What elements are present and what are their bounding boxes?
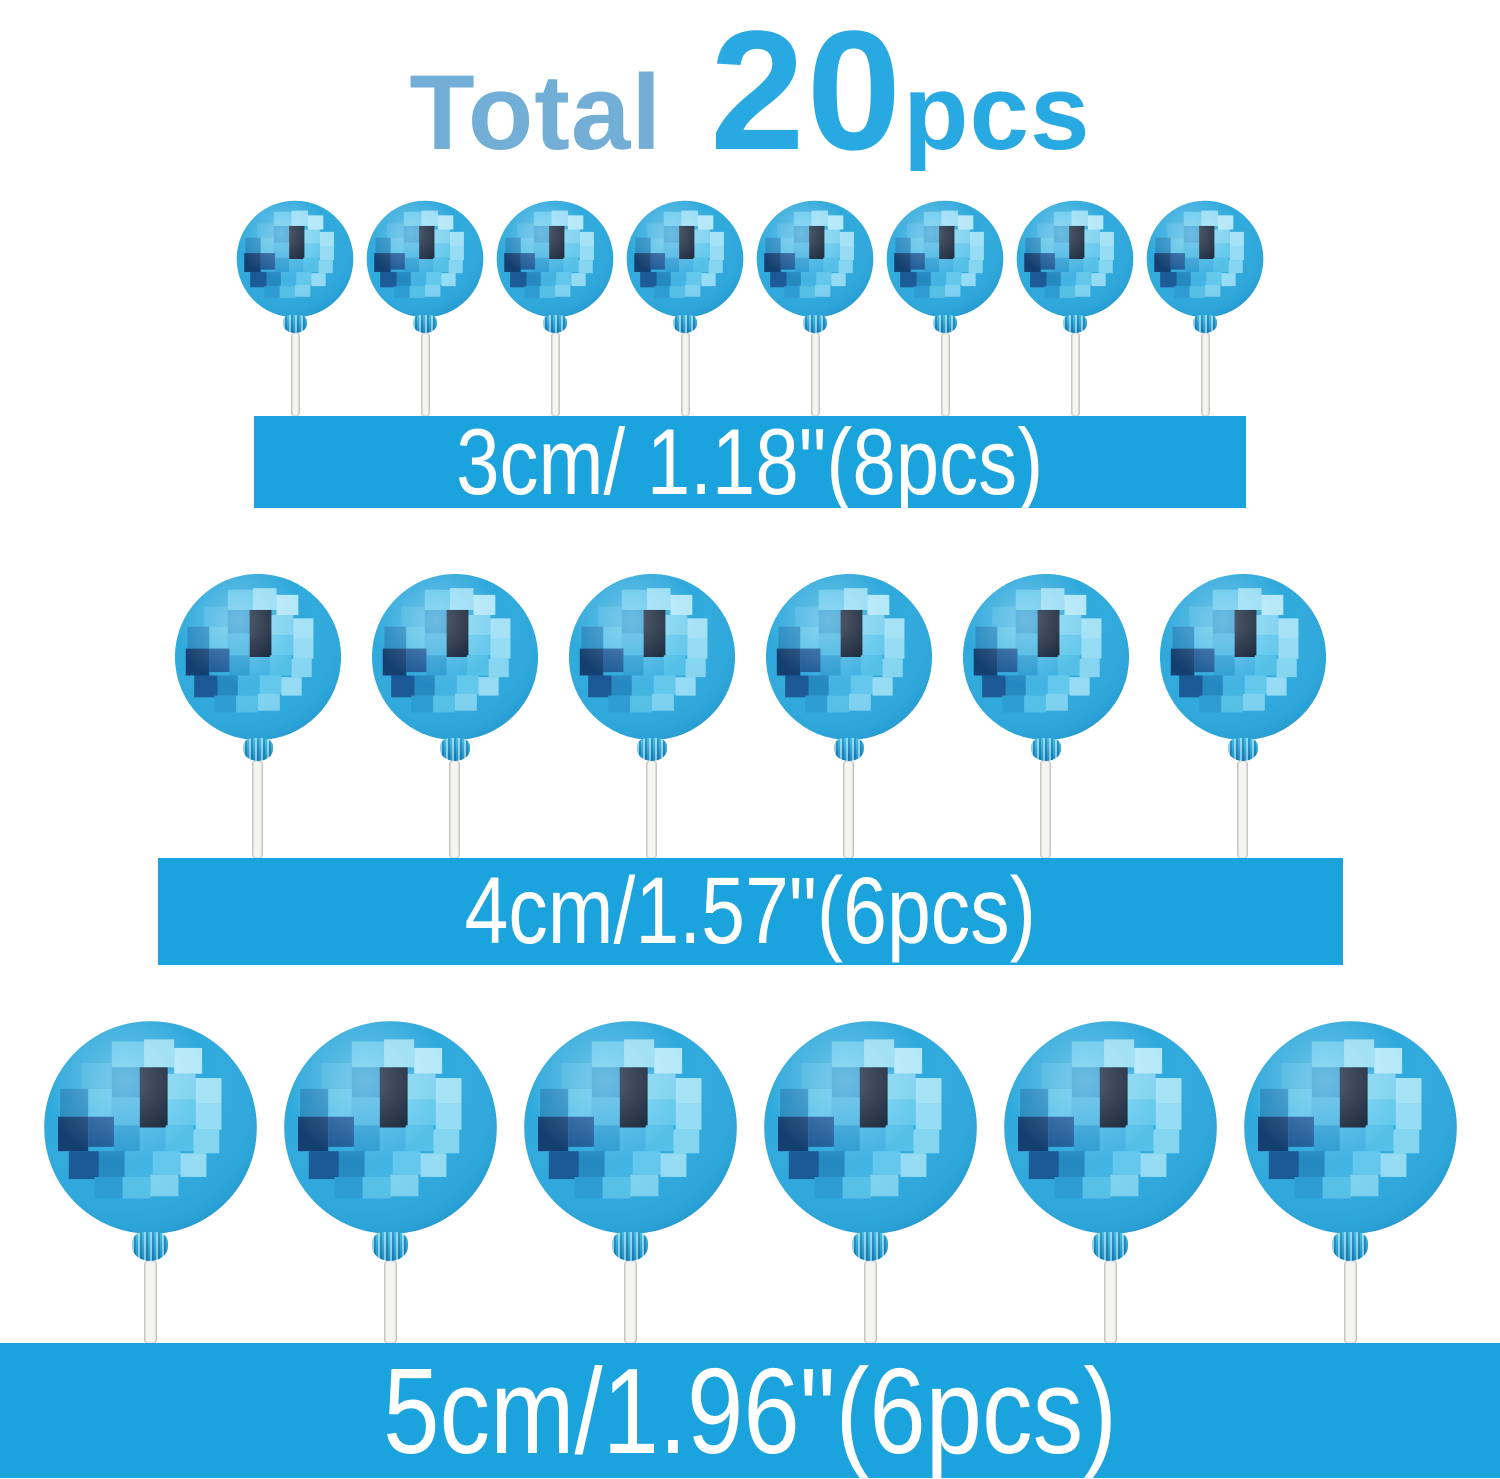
stick-icon	[646, 761, 657, 858]
ball-cap-icon	[132, 1232, 168, 1261]
ball-cap-icon	[1227, 738, 1258, 761]
disco-ball-topper	[371, 573, 539, 858]
disco-ball-icon	[765, 573, 933, 741]
disco-ball-icon	[1146, 200, 1264, 318]
disco-ball-icon	[962, 573, 1130, 741]
stick-icon	[863, 1261, 877, 1343]
disco-ball-icon	[366, 200, 484, 318]
disco-ball-topper	[1146, 200, 1264, 416]
stick-icon	[810, 333, 820, 416]
size-banner-3cm: 3cm/ 1.18"(8pcs)	[254, 409, 1246, 514]
title-prefix: Total	[409, 52, 663, 172]
group-4cm: 4cm/1.57"(6pcs)	[0, 573, 1500, 965]
disco-ball-topper	[756, 200, 874, 416]
stick-icon	[1040, 761, 1051, 858]
title-count: 20	[710, 0, 904, 186]
disco-ball-topper	[366, 200, 484, 416]
disco-ball-icon	[496, 200, 614, 318]
ball-cap-icon	[852, 1232, 888, 1261]
disco-ball-topper	[765, 573, 933, 858]
ball-cap-icon	[833, 738, 864, 761]
disco-ball-topper	[763, 1020, 978, 1343]
ball-row-4cm	[0, 573, 1500, 858]
disco-ball-icon	[1016, 200, 1134, 318]
title-count-group: 20 pcs	[710, 6, 1090, 176]
disco-ball-icon	[236, 200, 354, 318]
disco-ball-icon	[1159, 573, 1327, 741]
disco-ball-topper	[568, 573, 736, 858]
disco-ball-topper	[626, 200, 744, 416]
group-5cm: 5cm/1.96"(6pcs)	[0, 1020, 1500, 1478]
stick-icon	[623, 1261, 637, 1343]
disco-ball-icon	[756, 200, 874, 318]
size-banner-5cm-label: 5cm/1.96"(6pcs)	[383, 1342, 1117, 1479]
disco-ball-icon	[1003, 1020, 1218, 1235]
disco-ball-topper	[886, 200, 1004, 416]
disco-ball-topper	[236, 200, 354, 416]
disco-ball-icon	[174, 573, 342, 741]
stick-icon	[940, 333, 950, 416]
ball-cap-icon	[1092, 1232, 1128, 1261]
disco-ball-icon	[283, 1020, 498, 1235]
disco-ball-topper	[43, 1020, 258, 1343]
ball-cap-icon	[1332, 1232, 1368, 1261]
size-banner-5cm: 5cm/1.96"(6pcs)	[0, 1343, 1500, 1478]
stick-icon	[1103, 1261, 1117, 1343]
disco-ball-topper	[523, 1020, 738, 1343]
size-banner-3cm-label: 3cm/ 1.18"(8pcs)	[456, 409, 1044, 514]
disco-ball-icon	[568, 573, 736, 741]
size-banner-4cm-label: 4cm/1.57"(6pcs)	[464, 858, 1036, 964]
stick-icon	[1343, 1261, 1357, 1343]
title-unit: pcs	[903, 52, 1091, 172]
disco-ball-topper	[1016, 200, 1134, 416]
stick-icon	[550, 333, 560, 416]
page-title: Total 20 pcs	[0, 0, 1500, 176]
ball-cap-icon	[636, 738, 667, 761]
ball-cap-icon	[1193, 315, 1217, 333]
ball-row-5cm	[0, 1020, 1500, 1343]
disco-ball-icon	[763, 1020, 978, 1235]
disco-ball-topper	[496, 200, 614, 416]
disco-ball-icon	[371, 573, 539, 741]
ball-cap-icon	[612, 1232, 648, 1261]
size-banner-4cm: 4cm/1.57"(6pcs)	[157, 858, 1343, 965]
stick-icon	[143, 1261, 157, 1343]
disco-ball-topper	[962, 573, 1130, 858]
ball-cap-icon	[1063, 315, 1087, 333]
ball-row-3cm	[0, 200, 1500, 416]
ball-cap-icon	[803, 315, 827, 333]
disco-ball-topper	[1243, 1020, 1458, 1343]
ball-cap-icon	[543, 315, 567, 333]
ball-cap-icon	[933, 315, 957, 333]
disco-ball-icon	[626, 200, 744, 318]
stick-icon	[843, 761, 854, 858]
ball-cap-icon	[439, 738, 470, 761]
ball-cap-icon	[413, 315, 437, 333]
disco-ball-icon	[886, 200, 1004, 318]
ball-cap-icon	[673, 315, 697, 333]
group-3cm: 3cm/ 1.18"(8pcs)	[0, 200, 1500, 514]
ball-cap-icon	[283, 315, 307, 333]
stick-icon	[420, 333, 430, 416]
disco-ball-topper	[1003, 1020, 1218, 1343]
disco-ball-topper	[1159, 573, 1327, 858]
stick-icon	[1237, 761, 1248, 858]
ball-cap-icon	[1030, 738, 1061, 761]
ball-cap-icon	[372, 1232, 408, 1261]
stick-icon	[1070, 333, 1080, 416]
stick-icon	[449, 761, 460, 858]
disco-ball-topper	[174, 573, 342, 858]
disco-ball-icon	[43, 1020, 258, 1235]
disco-ball-icon	[1243, 1020, 1458, 1235]
ball-cap-icon	[242, 738, 273, 761]
stick-icon	[252, 761, 263, 858]
disco-ball-icon	[523, 1020, 738, 1235]
stick-icon	[680, 333, 690, 416]
stick-icon	[383, 1261, 397, 1343]
stick-icon	[290, 333, 300, 416]
disco-ball-topper	[283, 1020, 498, 1343]
stick-icon	[1200, 333, 1210, 416]
